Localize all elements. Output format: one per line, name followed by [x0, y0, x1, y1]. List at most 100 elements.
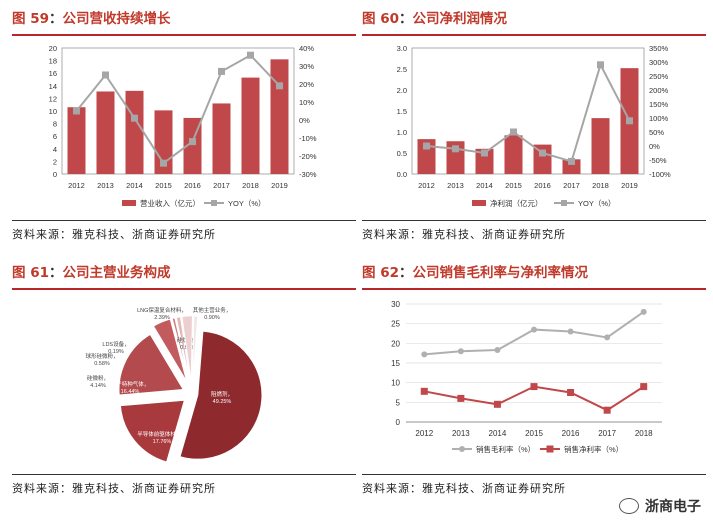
y-tick-label: 4 [53, 145, 57, 154]
yoy-point [276, 82, 283, 90]
x-tick-label: 2013 [452, 429, 470, 438]
y-tick-label: 0 [396, 418, 401, 427]
y2-tick-label: -50% [649, 156, 667, 165]
yoy-point [102, 71, 109, 79]
series-point [640, 308, 647, 315]
bar [241, 77, 260, 174]
panel-title: 图 59：公司营收持续增长 [12, 8, 356, 36]
yoy-point [423, 142, 430, 150]
y-tick-label: 0.5 [397, 149, 407, 158]
yoy-point [568, 157, 575, 165]
pie-slice [179, 330, 263, 460]
series-line [424, 385, 645, 412]
y2-tick-label: -20% [299, 152, 317, 161]
yoy-point [73, 107, 80, 115]
yoy-point [597, 61, 604, 69]
net-profit-chart: 0.0 0.5 1.0 1.5 2.0 2.5 3.0 -100% -50% 0% 50% 100% 1… [397, 44, 671, 208]
pie-label: 球形硅微粉， 0.58% [85, 352, 118, 367]
series-point [567, 389, 575, 396]
legend-label: 销售毛利率（%） [476, 444, 535, 454]
series-point [457, 348, 464, 355]
bar [591, 118, 610, 174]
x-tick-label: 2018 [242, 181, 259, 190]
y2-tick-label: 40% [299, 44, 314, 53]
yoy-line [75, 53, 281, 165]
pie-slice [174, 317, 190, 381]
y2-tick-label: 20% [299, 80, 314, 89]
y-tick-label: 8 [53, 120, 57, 129]
legend-marker [211, 200, 217, 206]
series-point [420, 387, 428, 395]
source-note: 资料来源：雅克科技、浙商证券研究所 [362, 474, 706, 496]
series-point [421, 351, 428, 358]
x-tick-label: 2018 [592, 181, 609, 190]
bar [417, 139, 436, 174]
yoy-point [510, 128, 517, 136]
y2-tick-label: 0% [299, 116, 310, 125]
x-tick-label: 2016 [184, 181, 201, 190]
bar [504, 135, 523, 174]
y2-tick-label: 50% [649, 128, 664, 137]
pie-label: 半导体前驱体材料， 17.76% [137, 430, 187, 445]
y-tick-label: 5 [396, 398, 401, 407]
y-tick-label: 30 [391, 300, 400, 309]
series-point [640, 383, 648, 391]
pie-label: LDS设备， 0.19% [102, 340, 129, 355]
x-tick-label: 2017 [213, 181, 230, 190]
y-tick-label: 1.5 [397, 107, 407, 116]
x-tick-label: 2012 [68, 181, 85, 190]
plot-frame [61, 47, 295, 175]
x-tick-label: 2015 [505, 181, 522, 190]
y-tick-label: 3.0 [397, 44, 407, 53]
y-tick-label: 16 [49, 69, 57, 78]
bar [533, 144, 552, 174]
yoy-point [218, 67, 225, 75]
series-point [604, 334, 611, 341]
yoy-point [452, 145, 459, 153]
y2-tick-label: 10% [299, 98, 314, 107]
x-tick-label: 2014 [476, 181, 493, 190]
legend-label: YOY（%） [228, 199, 266, 208]
y-tick-label: 0.0 [397, 170, 407, 179]
panel-title: 图 61：公司主营业务构成 [12, 262, 356, 290]
y2-tick-label: 150% [649, 100, 669, 109]
margins-chart: 0 5 10 15 20 25 30 2012 2013 2014 2015 2016 2017 2018… [391, 300, 662, 454]
bar [154, 110, 173, 174]
y-tick-label: 10 [391, 379, 400, 388]
pie-label: 硅微粉， 4.14% [87, 374, 109, 389]
y2-tick-label: 100% [649, 114, 669, 123]
source-note: 资料来源：雅克科技、浙商证券研究所 [12, 474, 356, 496]
legend-label: 净利润（亿元） [490, 198, 543, 208]
panel-margins: 图 62：公司销售毛利率与净利率情况 0 5 10 15 20 25 30 2012 2013 2… [362, 262, 706, 502]
yoy-line [426, 62, 631, 163]
y2-tick-label: -100% [649, 170, 671, 179]
legend-swatch-bar [472, 200, 486, 206]
y-tick-label: 6 [53, 132, 57, 141]
panel-revenue: 图 59：公司营收持续增长 0 2 4 6 8 10 12 14 16 18 20 -30% -20% -… [12, 8, 356, 244]
wechat-icon [619, 498, 639, 514]
y-tick-label: 20 [391, 339, 400, 348]
y-tick-label: 2.5 [397, 65, 407, 74]
x-tick-label: 2014 [489, 429, 507, 438]
y-tick-label: 18 [49, 57, 57, 66]
bar [125, 90, 144, 174]
x-tick-label: 2013 [447, 181, 464, 190]
panel-net-profit: 图 60：公司净利润情况 0.0 0.5 1.0 1.5 2.0 2.5 3.0 -100% -… [362, 8, 706, 244]
source-note: 资料来源：雅克科技、浙商证券研究所 [12, 220, 356, 242]
yoy-point [247, 51, 254, 59]
yoy-point [626, 117, 633, 125]
x-tick-label: 2017 [563, 181, 580, 190]
yoy-point [539, 149, 546, 157]
pie-slice [153, 318, 187, 382]
series-line [424, 311, 645, 356]
x-tick-label: 2019 [621, 181, 638, 190]
series-point [457, 394, 465, 402]
pie-slice [181, 315, 193, 381]
business-mix-pie: 阻燃剂， 49.25% 半导体前驱体材料， 17.76% 电子特种气体， 16.44%硅微… [85, 306, 263, 463]
legend-swatch-bar [122, 200, 136, 206]
y-tick-label: 0 [53, 170, 57, 179]
pie-slice [118, 334, 184, 396]
legend-marker [459, 446, 465, 452]
bar [96, 91, 115, 174]
x-tick-label: 2016 [562, 429, 580, 438]
